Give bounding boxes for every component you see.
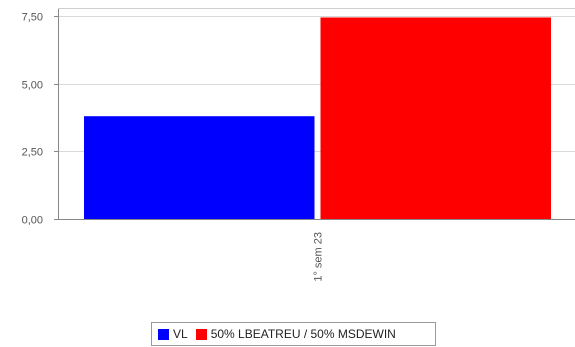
legend-label-vl: VL — [173, 327, 188, 341]
y-tick-label: 7,50 — [22, 12, 43, 24]
x-category-label: 1° sem 23 — [313, 232, 325, 282]
legend-swatch-vl — [158, 328, 169, 340]
legend-item-lbeatreu-msdewin: 50% LBEATREU / 50% MSDEWIN — [195, 327, 396, 341]
y-tick-label: 2,50 — [22, 147, 43, 159]
legend: VL 50% LBEATREU / 50% MSDEWIN — [151, 322, 436, 346]
y-axis-ticks: 0,00 2,50 5,00 7,50 — [22, 12, 58, 227]
y-tick-label: 0,00 — [22, 215, 43, 227]
bar-vl — [84, 116, 315, 219]
x-axis-categories: 1° sem 23 — [313, 232, 325, 282]
bars — [84, 17, 551, 219]
legend-label-lbeatreu-msdewin: 50% LBEATREU / 50% MSDEWIN — [210, 327, 396, 341]
y-tick-label: 5,00 — [22, 80, 43, 92]
bar-lbeatreu-msdewin — [320, 17, 551, 219]
axes — [58, 8, 575, 220]
legend-swatch-lbeatreu-msdewin — [195, 328, 207, 340]
legend-item-vl: VL — [158, 327, 188, 341]
